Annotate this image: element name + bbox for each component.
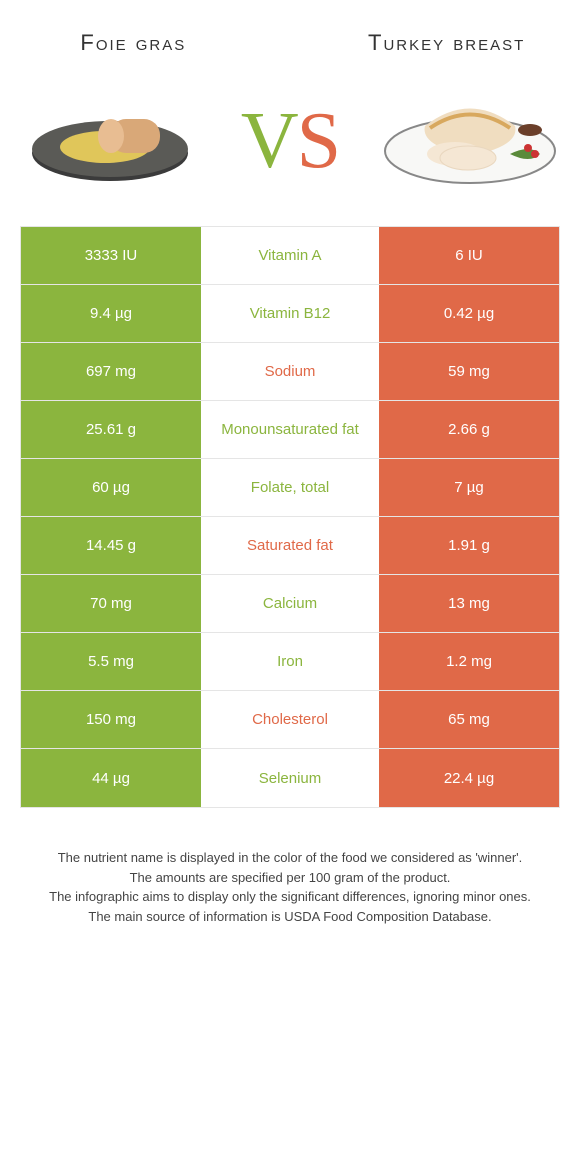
right-value-cell: 7 µg — [379, 459, 559, 516]
right-value-cell: 1.2 mg — [379, 633, 559, 690]
left-value-cell: 14.45 g — [21, 517, 201, 574]
table-row: 70 mgCalcium13 mg — [21, 575, 559, 633]
left-food-image — [20, 86, 200, 196]
table-row: 44 µgSelenium22.4 µg — [21, 749, 559, 807]
table-row: 25.61 gMonounsaturated fat2.66 g — [21, 401, 559, 459]
left-value-cell: 150 mg — [21, 691, 201, 748]
nutrient-label-cell: Monounsaturated fat — [201, 401, 379, 458]
right-value-cell: 6 IU — [379, 227, 559, 284]
nutrient-label-cell: Folate, total — [201, 459, 379, 516]
right-value-cell: 65 mg — [379, 691, 559, 748]
vs-v: V — [241, 97, 297, 185]
left-value-cell: 5.5 mg — [21, 633, 201, 690]
right-value-cell: 13 mg — [379, 575, 559, 632]
nutrient-label-cell: Cholesterol — [201, 691, 379, 748]
nutrient-label-cell: Vitamin A — [201, 227, 379, 284]
right-food-title: Turkey breast — [347, 30, 547, 56]
right-value-cell: 1.91 g — [379, 517, 559, 574]
nutrient-label-cell: Saturated fat — [201, 517, 379, 574]
table-row: 697 mgSodium59 mg — [21, 343, 559, 401]
table-row: 5.5 mgIron1.2 mg — [21, 633, 559, 691]
nutrient-label-cell: Iron — [201, 633, 379, 690]
right-food-image — [380, 86, 560, 196]
left-value-cell: 9.4 µg — [21, 285, 201, 342]
right-value-cell: 2.66 g — [379, 401, 559, 458]
nutrient-label-cell: Sodium — [201, 343, 379, 400]
nutrient-table: 3333 IUVitamin A6 IU9.4 µgVitamin B120.4… — [20, 226, 560, 808]
right-value-cell: 22.4 µg — [379, 749, 559, 807]
left-value-cell: 70 mg — [21, 575, 201, 632]
table-row: 150 mgCholesterol65 mg — [21, 691, 559, 749]
right-value-cell: 0.42 µg — [379, 285, 559, 342]
footnote-line: The amounts are specified per 100 gram o… — [30, 868, 550, 888]
footnote-line: The main source of information is USDA F… — [30, 907, 550, 927]
vs-s: S — [297, 97, 340, 185]
table-row: 60 µgFolate, total7 µg — [21, 459, 559, 517]
footnote-line: The infographic aims to display only the… — [30, 887, 550, 907]
right-value-cell: 59 mg — [379, 343, 559, 400]
vs-label: VS — [241, 96, 339, 187]
images-row: VS — [0, 66, 580, 226]
left-value-cell: 44 µg — [21, 749, 201, 807]
left-value-cell: 25.61 g — [21, 401, 201, 458]
left-value-cell: 60 µg — [21, 459, 201, 516]
footnote-line: The nutrient name is displayed in the co… — [30, 848, 550, 868]
left-value-cell: 697 mg — [21, 343, 201, 400]
table-row: 14.45 gSaturated fat1.91 g — [21, 517, 559, 575]
left-food-title: Foie gras — [33, 30, 233, 56]
nutrient-label-cell: Vitamin B12 — [201, 285, 379, 342]
header: Foie gras Turkey breast — [0, 0, 580, 66]
nutrient-label-cell: Selenium — [201, 749, 379, 807]
table-row: 3333 IUVitamin A6 IU — [21, 227, 559, 285]
nutrient-label-cell: Calcium — [201, 575, 379, 632]
footnotes: The nutrient name is displayed in the co… — [0, 808, 580, 946]
left-value-cell: 3333 IU — [21, 227, 201, 284]
table-row: 9.4 µgVitamin B120.42 µg — [21, 285, 559, 343]
